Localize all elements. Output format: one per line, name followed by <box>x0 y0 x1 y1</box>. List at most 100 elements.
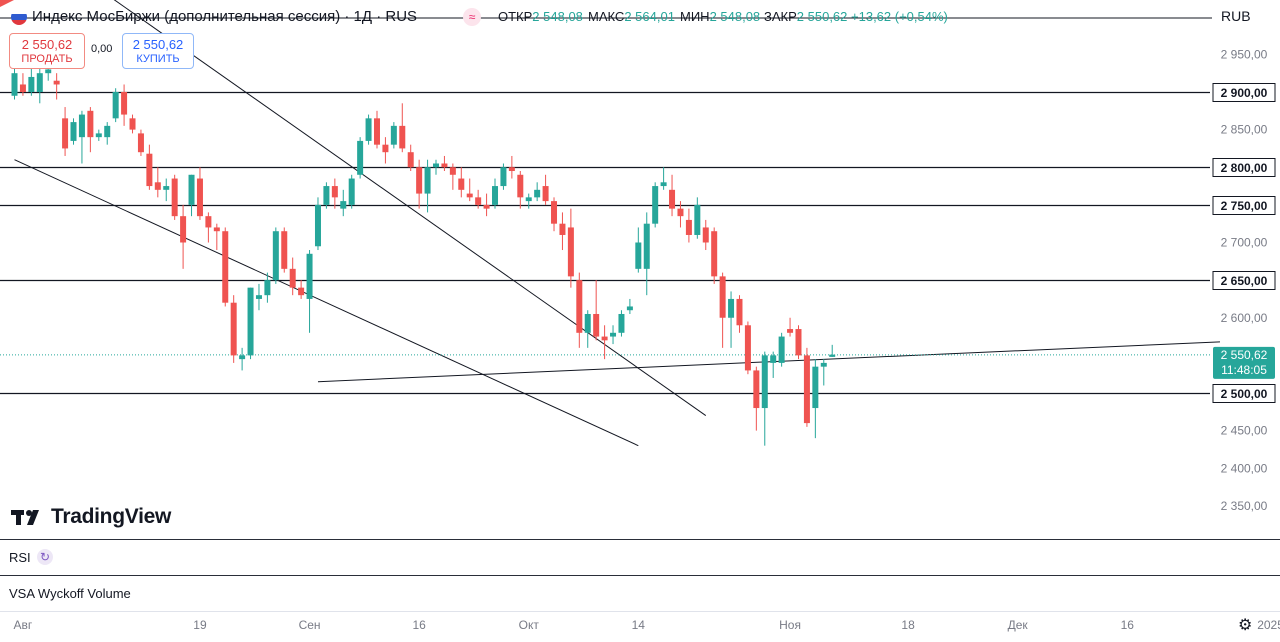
level-label: 2 650,00 <box>1221 274 1268 288</box>
candle-body <box>373 118 380 145</box>
symbol-title[interactable]: Индекс МосБиржи (дополнительная сессия) … <box>32 8 418 25</box>
x-tick-label: Авг <box>14 618 33 632</box>
candle-body <box>36 73 43 92</box>
candle-body <box>812 366 819 409</box>
pane-divider[interactable] <box>0 575 1280 576</box>
y-tick-label: 2 700,00 <box>1221 236 1268 250</box>
candle-body <box>761 355 768 409</box>
level-tag <box>1212 384 1276 403</box>
spread-value: 0,00 <box>91 43 113 55</box>
candle-body <box>576 280 583 333</box>
level-tag <box>1212 196 1276 215</box>
ohlc-low-value: 2 548,08 <box>709 9 761 24</box>
x-tick-label: 14 <box>632 618 646 632</box>
sell-label: ПРОДАТЬ <box>21 53 73 65</box>
candle-body <box>306 253 313 299</box>
x-tick-label: Ноя <box>779 618 801 632</box>
candle-body <box>492 186 499 205</box>
y-tick-label: 2 850,00 <box>1221 123 1268 137</box>
candle-body <box>399 125 406 149</box>
sell-button[interactable]: 2 550,62 ПРОДАТЬ <box>9 33 85 69</box>
candle-body <box>778 336 785 363</box>
candle-body <box>390 125 397 145</box>
candle-body <box>104 125 111 138</box>
refresh-icon[interactable]: ↻ <box>37 549 53 565</box>
x-tick-label: 16 <box>1121 618 1135 632</box>
candle-body <box>78 114 85 138</box>
candle-body <box>677 208 684 217</box>
candle-body <box>820 362 827 367</box>
candle-body <box>70 122 77 141</box>
candle-body <box>433 163 439 168</box>
candle-body <box>205 216 212 228</box>
candle-body <box>584 313 591 333</box>
candle-body <box>11 73 18 96</box>
x-tick-label: Окт <box>519 618 540 632</box>
candle-body <box>163 186 170 190</box>
candle-body <box>348 178 355 205</box>
candle-body <box>416 167 423 194</box>
candle-body <box>28 76 35 92</box>
x-tick-label: 19 <box>193 618 207 632</box>
candle-body <box>610 332 617 337</box>
candle-body <box>314 204 321 247</box>
candle-body <box>53 80 60 85</box>
ohlc-high-value: 2 564,01 <box>624 9 675 24</box>
ohlc-high-key: МАКС <box>588 9 625 24</box>
ohlc-close-key: ЗАКР <box>764 9 797 24</box>
tradingview-logo[interactable]: TradingView <box>11 505 171 529</box>
candle-body <box>281 231 288 269</box>
y-tick-label: 2 350,00 <box>1221 499 1268 513</box>
candle-body <box>803 355 810 424</box>
candle-body <box>188 174 195 205</box>
rsi-label[interactable]: RSI <box>9 550 31 565</box>
candle-body <box>559 223 566 235</box>
candle-body <box>795 329 802 356</box>
candle-body <box>196 178 203 217</box>
last-price-label: 2 550,62 <box>1221 348 1268 362</box>
russia-flag-icon <box>11 9 27 25</box>
candle-body <box>112 92 119 119</box>
ohlc-low: МИН2 548,08 <box>680 9 760 24</box>
candle-body <box>239 355 246 360</box>
candle-body <box>171 178 178 217</box>
sell-price: 2 550,62 <box>21 37 73 52</box>
level-tag <box>1212 158 1276 177</box>
candle-body <box>719 276 726 318</box>
candle-body <box>230 302 237 356</box>
candle-body <box>424 167 431 194</box>
vsa-wyckoff-label[interactable]: VSA Wyckoff Volume <box>9 586 131 601</box>
pane-divider[interactable] <box>0 539 1280 540</box>
candle-body <box>146 153 153 187</box>
level-label: 2 750,00 <box>1221 199 1268 213</box>
ohlc-high: МАКС2 564,01 <box>588 9 675 24</box>
candle-body <box>770 355 777 363</box>
candle-body <box>483 204 490 209</box>
candle-body <box>736 298 743 326</box>
candle-body <box>247 287 254 356</box>
currency-button[interactable]: RUB <box>1215 4 1277 28</box>
candle-body <box>711 231 718 277</box>
ohlc-open-key: ОТКР <box>498 9 533 24</box>
last-price-tag <box>1213 346 1275 379</box>
y-tick-label: 2 600,00 <box>1221 311 1268 325</box>
candle-body <box>19 84 26 92</box>
ohlc-open: ОТКР2 548,08 <box>498 9 583 24</box>
candle-body <box>508 167 515 172</box>
candle-body <box>154 182 161 190</box>
level-label: 2 800,00 <box>1221 161 1268 175</box>
candle-body <box>475 197 482 205</box>
candle-body <box>652 186 659 224</box>
candle-body <box>567 227 574 277</box>
gear-icon[interactable]: ⚙ <box>1238 617 1253 634</box>
x-tick-label: Сен <box>299 618 321 632</box>
compare-wave-icon[interactable]: ≈ <box>463 8 481 26</box>
x-tick-label: 2025 <box>1257 618 1280 632</box>
x-tick-label: 18 <box>901 618 915 632</box>
candle-body <box>449 167 456 175</box>
buy-button[interactable]: 2 550,62 КУПИТЬ <box>122 33 194 69</box>
candle-body <box>643 223 650 269</box>
candle-body <box>340 201 347 209</box>
candle-body <box>180 216 187 243</box>
